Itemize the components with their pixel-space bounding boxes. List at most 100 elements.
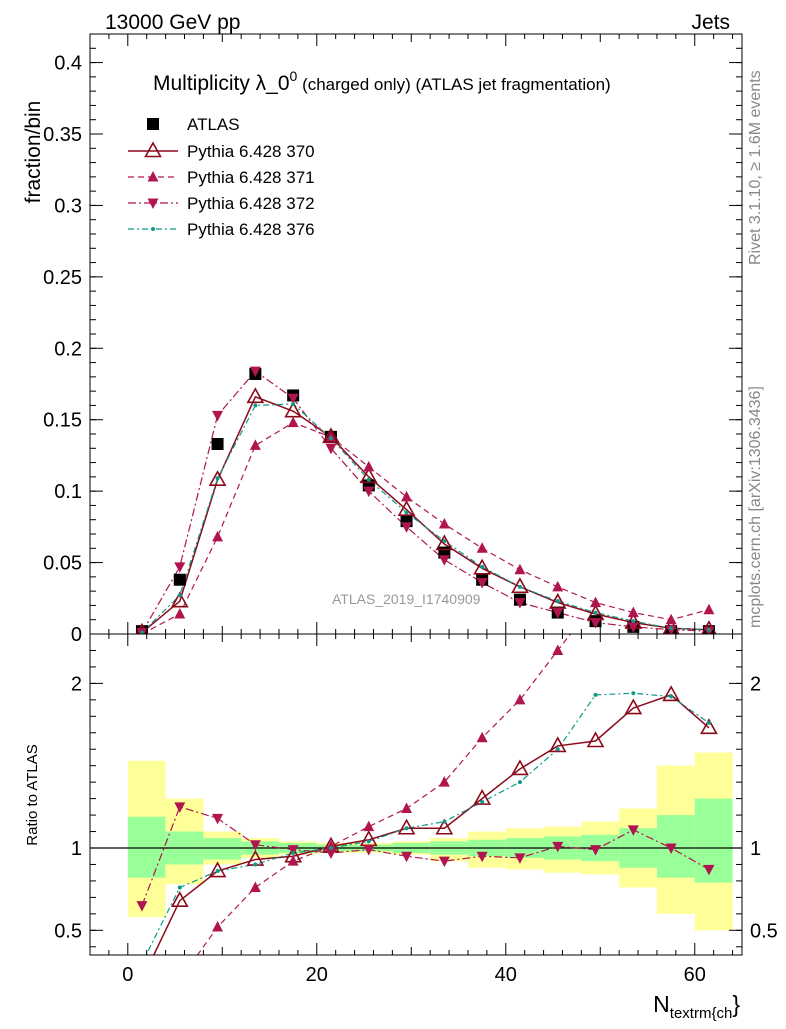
data-point [212, 410, 224, 422]
header-right: Jets [691, 11, 730, 34]
data-point [170, 591, 189, 608]
data-point [590, 596, 602, 608]
data-point [438, 856, 450, 868]
data-point [359, 467, 378, 484]
data-point [593, 692, 598, 697]
data-point [435, 534, 454, 551]
data-point [438, 555, 450, 566]
data-point [287, 845, 299, 856]
legend-label: Pythia 6.428 370 [187, 142, 315, 161]
data-point [476, 731, 488, 743]
data-point [631, 691, 636, 696]
data-point [473, 558, 492, 575]
y-tick-label: 1 [71, 838, 82, 860]
data-point [590, 618, 602, 629]
series-line [196, 634, 572, 955]
data-point [703, 864, 715, 876]
data-point [177, 885, 182, 890]
y-tick-label: 0.1 [54, 481, 82, 503]
uncertainty-band-inner [203, 838, 242, 860]
data-point [624, 698, 643, 715]
data-point [706, 720, 711, 725]
data-point [555, 599, 560, 604]
data-point [669, 694, 674, 699]
data-point [174, 802, 186, 813]
ratio-plot: 0 20 40 60 0.5 0.5 1 1 2 2 [54, 633, 778, 986]
y-axis-label-top: fraction/bin [22, 101, 45, 204]
y-tick-label: 0.35 [43, 124, 82, 146]
data-point [212, 921, 224, 932]
data-point [401, 490, 413, 502]
data-point [511, 759, 529, 776]
data-point [211, 438, 224, 450]
data-point [212, 530, 224, 542]
legend-label: Pythia 6.428 372 [187, 194, 315, 213]
data-point [631, 619, 636, 624]
legend-label: ATLAS [187, 115, 240, 134]
y-tick-label-right: 2 [750, 673, 761, 695]
data-point [473, 788, 492, 805]
series-line [141, 806, 710, 906]
data-point [287, 416, 299, 428]
y-tick-label: 0.05 [43, 553, 82, 575]
uncertainty-band-inner [694, 798, 733, 883]
data-point [401, 802, 413, 813]
y-tick-label: 0.4 [54, 53, 82, 75]
data-point [325, 430, 337, 442]
data-point [442, 539, 447, 544]
data-point [438, 518, 450, 529]
data-point [139, 630, 144, 634]
data-point [291, 402, 296, 406]
data-point [177, 593, 182, 598]
data-point [514, 598, 526, 609]
data-point [366, 839, 371, 844]
data-point [514, 563, 526, 575]
data-point [291, 850, 296, 855]
data-point [548, 736, 567, 753]
data-point [249, 439, 261, 450]
data-point [366, 477, 371, 482]
chart-title-main: Multiplicity λ_0 [153, 72, 290, 95]
chart-title: Multiplicity λ_00 (charged only) (ATLAS … [153, 68, 611, 95]
plot-frame [89, 633, 743, 956]
x-tick-label: 60 [684, 964, 706, 986]
series-line [141, 421, 710, 634]
data-point [249, 881, 261, 893]
chart-title-sup: 0 [290, 68, 298, 84]
y-tick-label: 0 [71, 624, 82, 646]
rivet-label: Rivet 3.1.10, ≥ 1.6M events [747, 70, 764, 265]
data-point [404, 826, 409, 831]
uncertainty-band-inner [656, 815, 695, 878]
data-point [514, 693, 526, 705]
data-point [552, 841, 564, 853]
y-tick-label: 0.5 [54, 920, 82, 942]
data-point [249, 840, 261, 851]
data-point [552, 608, 564, 619]
data-point [627, 606, 639, 618]
series-line [145, 692, 710, 955]
data-point [442, 819, 447, 824]
data-point [328, 436, 333, 441]
y-tick-label: 2 [71, 673, 82, 695]
data-point [435, 818, 454, 835]
y-tick-label: 0.3 [54, 195, 82, 217]
data-point [363, 460, 375, 472]
y-tick-label: 0.2 [54, 338, 82, 360]
legend-marker [147, 171, 159, 182]
data-point [480, 799, 485, 804]
data-point [253, 862, 258, 867]
data-point [476, 851, 488, 863]
data-point [246, 387, 265, 404]
data-point [552, 644, 564, 655]
data-point [208, 470, 227, 487]
data-point [669, 626, 674, 631]
data-point [363, 820, 375, 832]
data-point [552, 580, 564, 592]
x-tick-label: 20 [306, 964, 328, 986]
data-point [215, 476, 220, 481]
legend-marker [151, 227, 155, 231]
chart-title-rest: (charged only) (ATLAS jet fragmentation) [297, 75, 610, 94]
data-point [212, 813, 224, 825]
data-point [700, 718, 718, 735]
data-point [517, 584, 522, 589]
